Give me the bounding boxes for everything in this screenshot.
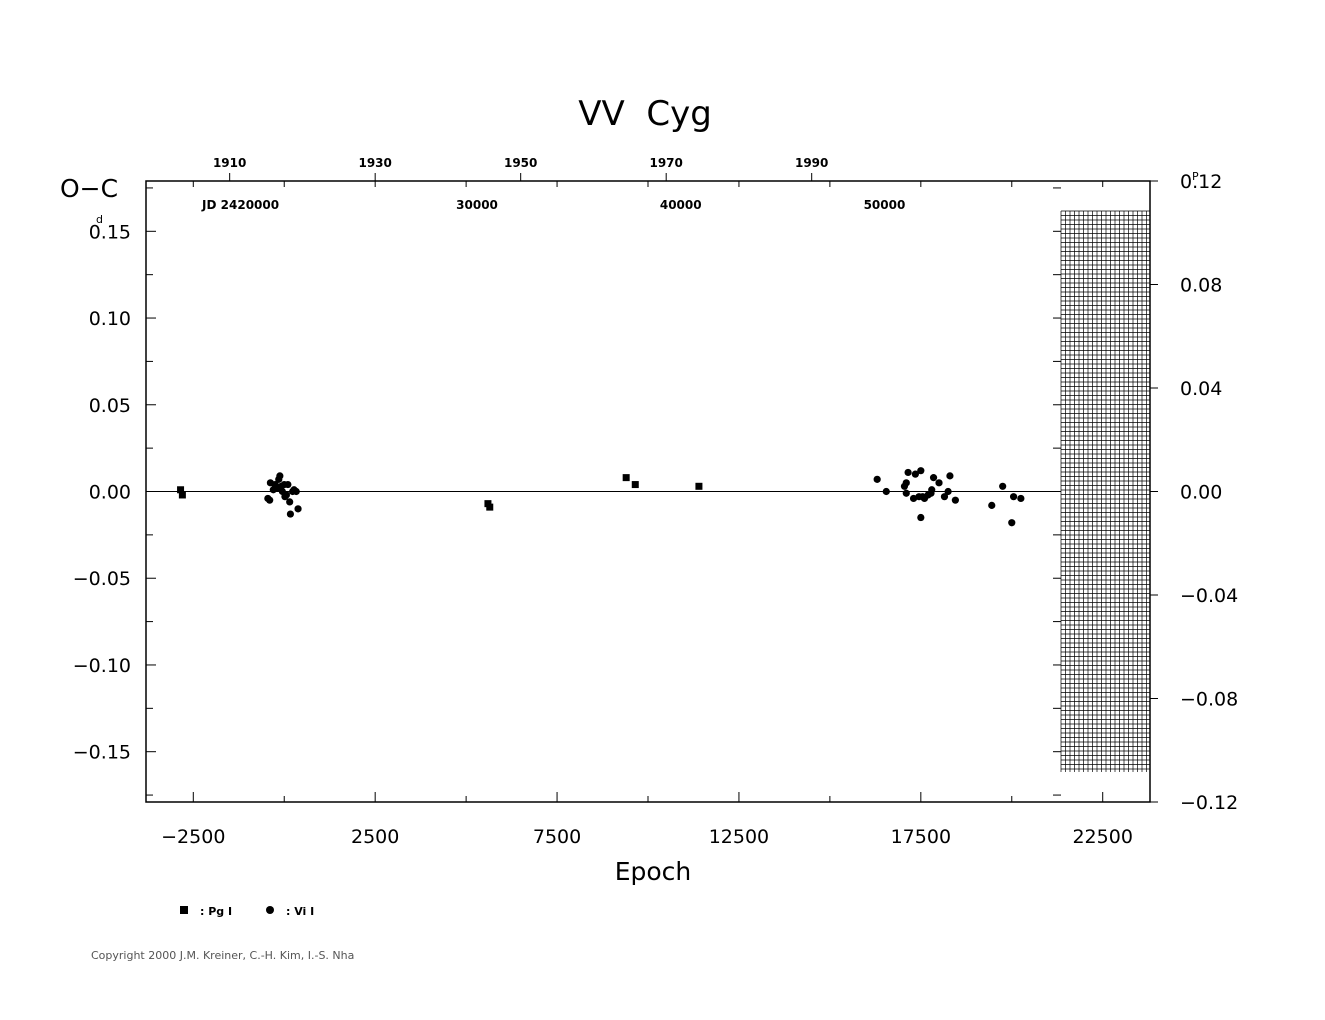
legend: : Pg I : Vi I [180, 905, 314, 918]
y-tick-label: −0.15 [73, 742, 131, 764]
y-tick-label: −0.10 [73, 655, 131, 677]
point-vi [917, 467, 925, 475]
x-tick-label: −2500 [161, 826, 225, 848]
point-pg [178, 491, 186, 499]
point-vi [928, 486, 936, 494]
legend-label: : Vi I [286, 905, 314, 918]
point-vi [286, 510, 295, 518]
point-pg [177, 486, 185, 494]
point-vi [940, 493, 949, 501]
chart-title: VV Cyg [578, 94, 712, 134]
point-vi [902, 479, 910, 487]
legend-marker-circle [266, 906, 274, 914]
unit-labels: dP [96, 170, 1199, 226]
point-pg [486, 503, 494, 511]
x-axis-label: Epoch [615, 857, 692, 886]
top-date-labels: 1910 1930 1950 1970 1990 JD 2420000 30000 40000… [201, 156, 905, 212]
point-vi [999, 482, 1007, 490]
point-vi [988, 501, 996, 509]
point-vi [1008, 519, 1016, 527]
point-vi [951, 496, 959, 504]
y-right-tick-label: 0.00 [1180, 482, 1222, 504]
y-right-tick-label: 0.12 [1180, 171, 1222, 193]
right-unit-label: P [1192, 170, 1199, 183]
y-right-tick-labels: 0.12 0.08 0.04 0.00 −0.04 −0.08 −0.12 [1180, 171, 1238, 814]
point-pg [622, 474, 630, 482]
y-tick-label: 0.15 [89, 221, 131, 243]
jd-label: JD 2420000 [201, 198, 279, 212]
point-vi [909, 494, 918, 503]
y-right-tick-label: 0.08 [1180, 275, 1222, 297]
point-vi [929, 474, 938, 482]
point-vi [276, 472, 284, 480]
point-vi [1009, 493, 1018, 501]
year-label: 1990 [795, 156, 828, 170]
y-tick-label: 0.00 [89, 482, 131, 504]
point-vi [292, 487, 300, 496]
left-unit-label: d [96, 213, 103, 226]
x-tick-label: 12500 [709, 826, 769, 848]
point-vi [882, 487, 890, 496]
y-axis-label: O−C [60, 174, 118, 203]
x-tick-label: 2500 [351, 826, 399, 848]
point-vi [911, 470, 919, 478]
point-vi [294, 505, 302, 513]
year-label: 1950 [504, 156, 537, 170]
future-hatch-region [1060, 210, 1150, 772]
point-vi [946, 472, 954, 480]
legend-label: : Pg I [200, 905, 232, 918]
jd-label: 50000 [864, 198, 906, 212]
y-right-tick-label: 0.04 [1180, 378, 1222, 400]
copyright-text: Copyright 2000 J.M. Kreiner, C.-H. Kim, … [91, 949, 355, 962]
jd-label: 30000 [456, 198, 498, 212]
x-tick-label: 17500 [891, 826, 951, 848]
year-label: 1930 [358, 156, 391, 170]
y-right-tick-label: −0.12 [1180, 792, 1238, 814]
point-vi [873, 475, 881, 483]
y-tick-label: 0.10 [89, 308, 131, 330]
point-vi [902, 489, 910, 497]
y-right-tick-label: −0.04 [1180, 585, 1238, 607]
point-pg [695, 482, 703, 490]
y-tick-label: 0.05 [89, 395, 131, 417]
data-points [177, 467, 1025, 527]
jd-label: 40000 [660, 198, 702, 212]
tick-marks [146, 173, 1158, 803]
point-vi [904, 468, 912, 477]
point-vi [1017, 494, 1025, 503]
year-label: 1970 [649, 156, 682, 170]
x-tick-label: 7500 [533, 826, 581, 848]
year-label: 1910 [213, 156, 246, 170]
y-tick-label: −0.05 [73, 568, 131, 590]
y-right-tick-label: −0.08 [1180, 689, 1238, 711]
x-tick-labels: −2500 2500 7500 12500 17500 22500 [161, 826, 1133, 848]
point-vi [944, 487, 952, 496]
point-vi [935, 479, 943, 487]
x-tick-label: 22500 [1072, 826, 1132, 848]
point-pg [631, 481, 639, 489]
legend-marker-square [180, 906, 188, 914]
point-vi [284, 480, 292, 489]
point-vi [286, 498, 294, 506]
point-vi [282, 491, 291, 499]
y-tick-labels: 0.15 0.10 0.05 0.00 −0.05 −0.10 −0.15 [73, 221, 131, 763]
point-vi [917, 513, 925, 522]
point-vi [266, 496, 274, 504]
